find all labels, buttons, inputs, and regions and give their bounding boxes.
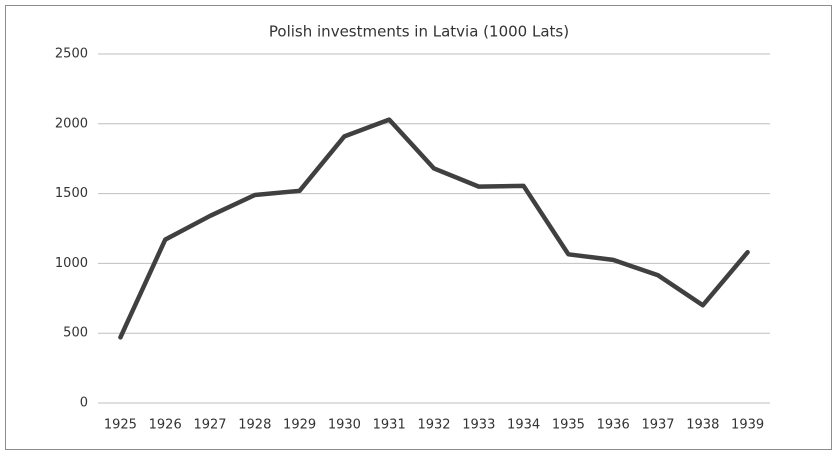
- x-tick-label: 1928: [238, 418, 271, 433]
- x-tick-label: 1925: [104, 418, 137, 433]
- y-tick-label: 1000: [55, 256, 88, 271]
- x-tick-label: 1936: [597, 418, 630, 433]
- x-tick-label: 1934: [507, 418, 540, 433]
- x-tick-label: 1926: [149, 418, 182, 433]
- y-tick-label: 0: [80, 396, 88, 411]
- y-tick-label: 1500: [55, 186, 88, 201]
- line: [118, 117, 750, 340]
- y-tick-label: 500: [63, 326, 88, 341]
- y-tick-label: 2500: [55, 47, 88, 62]
- y-tick-label: 2000: [55, 116, 88, 131]
- chart-frame: [5, 5, 832, 450]
- x-tick-label: 1930: [328, 418, 361, 433]
- x-tick-label: 1929: [283, 418, 316, 433]
- x-tick-label: 1935: [552, 418, 585, 433]
- x-tick-label: 1931: [373, 418, 406, 433]
- x-tick-label: 1937: [641, 418, 674, 433]
- x-tick-label: 1933: [462, 418, 495, 433]
- x-tick-label: 1932: [417, 418, 450, 433]
- chart-title: Polish investments in Latvia (1000 Lats): [269, 23, 569, 41]
- x-tick-label: 1938: [686, 418, 719, 433]
- x-tick-label: 1939: [731, 418, 764, 433]
- x-tick-label: 1927: [193, 418, 226, 433]
